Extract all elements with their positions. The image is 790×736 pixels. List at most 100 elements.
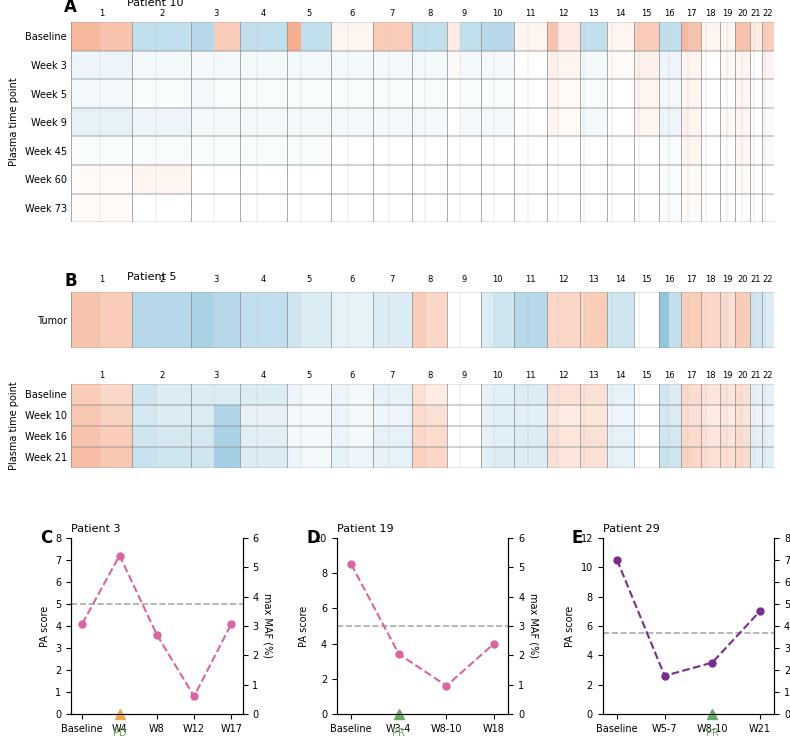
- Bar: [389, 79, 412, 107]
- Bar: [528, 405, 547, 425]
- Text: PD: PD: [113, 728, 126, 736]
- Text: 22: 22: [762, 9, 773, 18]
- Bar: [608, 107, 612, 136]
- Bar: [706, 292, 720, 348]
- Bar: [659, 79, 669, 107]
- Bar: [727, 79, 735, 107]
- Bar: [348, 136, 373, 165]
- Bar: [580, 405, 585, 425]
- Bar: [389, 51, 412, 79]
- Bar: [766, 136, 774, 165]
- Bar: [669, 194, 681, 222]
- Bar: [287, 447, 301, 468]
- Bar: [71, 165, 100, 194]
- Bar: [720, 165, 727, 194]
- Bar: [287, 79, 301, 107]
- Bar: [495, 165, 514, 194]
- Bar: [754, 79, 762, 107]
- Bar: [460, 292, 481, 348]
- Bar: [750, 22, 754, 51]
- Text: 11: 11: [525, 372, 536, 381]
- Bar: [240, 405, 258, 425]
- Bar: [634, 107, 639, 136]
- Bar: [447, 165, 460, 194]
- Bar: [559, 447, 580, 468]
- Bar: [301, 447, 331, 468]
- Bar: [585, 194, 608, 222]
- Bar: [425, 425, 447, 447]
- Bar: [412, 22, 425, 51]
- Bar: [547, 22, 559, 51]
- Bar: [681, 79, 687, 107]
- Bar: [659, 107, 669, 136]
- Bar: [639, 383, 659, 405]
- Bar: [132, 79, 156, 107]
- Bar: [687, 136, 702, 165]
- Bar: [585, 22, 608, 51]
- Bar: [412, 292, 425, 348]
- Bar: [447, 425, 460, 447]
- Bar: [634, 383, 639, 405]
- Bar: [191, 383, 214, 405]
- Bar: [720, 383, 727, 405]
- Bar: [580, 425, 585, 447]
- Text: 16: 16: [664, 275, 675, 283]
- Bar: [585, 165, 608, 194]
- Text: 6: 6: [349, 9, 355, 18]
- Bar: [425, 107, 447, 136]
- Bar: [287, 194, 301, 222]
- Bar: [669, 292, 681, 348]
- Bar: [287, 136, 301, 165]
- Text: 15: 15: [641, 372, 652, 381]
- Bar: [156, 136, 191, 165]
- Bar: [412, 51, 425, 79]
- Bar: [348, 405, 373, 425]
- Bar: [547, 447, 559, 468]
- Bar: [754, 405, 762, 425]
- Bar: [287, 405, 301, 425]
- Bar: [735, 405, 742, 425]
- Text: 12: 12: [558, 372, 569, 381]
- Bar: [727, 405, 735, 425]
- Bar: [214, 165, 240, 194]
- Bar: [762, 405, 766, 425]
- Bar: [156, 292, 191, 348]
- Bar: [612, 165, 634, 194]
- Text: 13: 13: [589, 275, 599, 283]
- Bar: [735, 383, 742, 405]
- Text: 8: 8: [427, 9, 432, 18]
- Bar: [301, 22, 331, 51]
- Bar: [331, 107, 348, 136]
- Bar: [528, 383, 547, 405]
- Text: 22: 22: [762, 275, 773, 283]
- Text: 17: 17: [686, 275, 696, 283]
- Bar: [191, 425, 214, 447]
- Bar: [766, 447, 774, 468]
- Bar: [706, 79, 720, 107]
- Bar: [727, 136, 735, 165]
- Y-axis label: max MAF (%): max MAF (%): [262, 593, 273, 659]
- Bar: [612, 383, 634, 405]
- Bar: [528, 79, 547, 107]
- Bar: [702, 425, 706, 447]
- Bar: [766, 194, 774, 222]
- Bar: [214, 383, 240, 405]
- Bar: [585, 447, 608, 468]
- Bar: [754, 447, 762, 468]
- Bar: [681, 51, 687, 79]
- Bar: [481, 51, 495, 79]
- Bar: [514, 405, 528, 425]
- Bar: [608, 194, 612, 222]
- Bar: [191, 107, 214, 136]
- Bar: [559, 292, 580, 348]
- Bar: [612, 51, 634, 79]
- Bar: [766, 383, 774, 405]
- Bar: [639, 292, 659, 348]
- Bar: [612, 136, 634, 165]
- Bar: [585, 79, 608, 107]
- Bar: [727, 447, 735, 468]
- Bar: [214, 447, 240, 468]
- Bar: [762, 425, 766, 447]
- Text: 6: 6: [349, 372, 355, 381]
- Bar: [373, 107, 389, 136]
